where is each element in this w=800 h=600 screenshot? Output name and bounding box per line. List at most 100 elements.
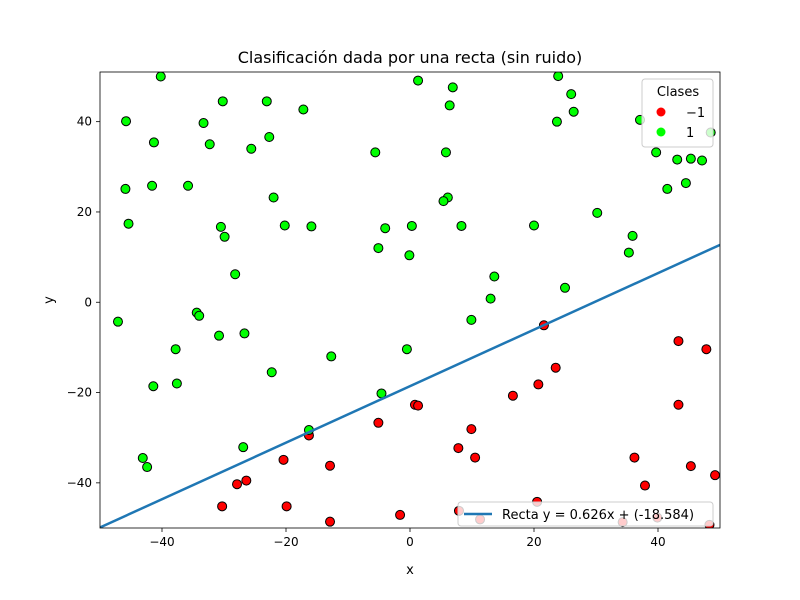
data-point [279,220,290,231]
data-point [566,89,577,100]
legend-classes-title: Clases [657,85,699,100]
y-axis-label: y [42,296,57,304]
data-point [627,230,638,241]
data-point [673,336,684,347]
data-point [373,417,384,428]
legend-classes: Clases −1 1 [641,78,714,148]
data-point [170,344,181,355]
x-tick-label: −40 [149,535,174,549]
y-tick-label: 0 [84,295,92,309]
data-point [306,221,317,232]
data-point [485,293,496,304]
x-tick-label: 40 [650,535,665,549]
legend-line-label: Recta y = 0.626x + (-18.584) [502,508,694,523]
data-point [112,316,123,327]
data-point [568,106,579,117]
data-point [148,381,159,392]
data-point [701,344,712,355]
data-point [239,328,250,339]
data-point [529,220,539,231]
data-point [142,462,153,473]
data-point [232,479,243,490]
data-point [560,282,570,293]
data-point [261,96,272,107]
data-point [325,516,336,527]
data-point [662,183,673,194]
x-tick-label: 0 [406,535,414,549]
data-point [121,116,132,127]
data-point [123,218,134,229]
data-point [697,155,708,166]
data-point [413,75,424,86]
data-point [592,207,603,218]
data-point [395,509,406,520]
data-point [219,231,230,242]
y-tick-label: −40 [67,476,92,490]
data-point [456,220,467,231]
data-point [171,378,182,389]
data-point [326,351,337,362]
data-point [373,243,384,254]
data-point [264,132,275,143]
data-point [466,424,477,435]
data-point [120,183,131,194]
data-point [507,390,518,401]
data-point [298,104,309,115]
data-point [238,442,249,453]
data-point [325,460,336,471]
data-point [137,453,148,464]
data-point [241,475,252,486]
data-point [217,96,228,107]
data-point [550,362,561,373]
data-point [147,180,158,191]
x-axis-label: x [406,563,414,578]
chart-title: Clasificación dada por una recta (sin ru… [238,48,583,67]
data-point [413,400,424,411]
data-point [533,379,544,390]
data-point [380,223,391,234]
data-point [438,196,449,207]
data-point [155,72,166,82]
y-tick-label: −20 [67,386,92,400]
data-point [281,501,292,512]
data-point [444,100,455,111]
data-point [370,147,381,158]
y-tick-label: 40 [77,115,92,129]
legend-marker-neg1 [656,107,666,117]
data-point [278,454,289,465]
data-point [623,247,634,258]
data-point [651,147,662,158]
data-point [214,330,225,341]
data-point [401,344,412,355]
data-point [204,139,215,150]
data-point [215,221,226,232]
data-point [148,137,159,148]
legend-line-box [457,501,714,527]
data-point [217,501,228,512]
legend-marker-pos1 [656,127,666,137]
data-point [672,154,683,165]
decision-line [100,243,720,528]
data-point [266,367,277,378]
data-point [680,178,691,189]
legend-line: Recta y = 0.626x + (-18.584) [457,501,714,527]
data-point [230,269,241,280]
data-point [440,147,451,158]
data-point [629,452,640,463]
data-point [404,250,415,261]
data-point [194,310,205,321]
data-point [639,480,650,491]
data-point [466,314,477,325]
data-point [268,192,279,203]
data-point [453,443,464,454]
x-tick-label: −20 [273,535,298,549]
data-point [553,72,564,82]
legend-label-pos1: 1 [686,126,694,141]
data-point [198,118,209,129]
y-tick-label: 20 [77,205,92,219]
data-point [673,399,684,410]
data-point [183,180,194,191]
data-point [489,271,500,282]
data-point [551,116,562,127]
